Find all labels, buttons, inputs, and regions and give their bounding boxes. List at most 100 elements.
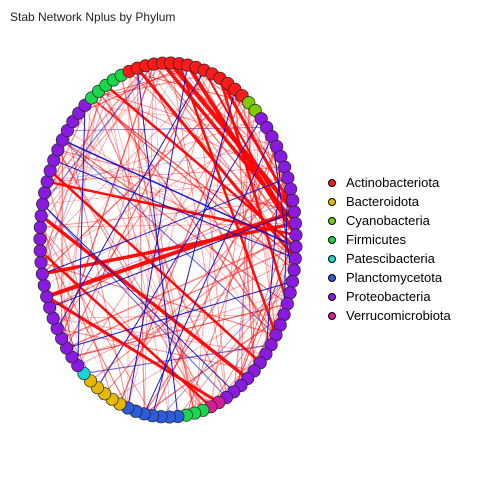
edge	[78, 112, 204, 411]
node	[278, 160, 292, 174]
edge	[66, 97, 93, 349]
legend-swatch	[328, 273, 336, 282]
edge	[53, 317, 267, 355]
node	[284, 182, 298, 196]
edge	[128, 71, 195, 414]
node	[33, 220, 47, 234]
edge	[143, 188, 292, 415]
edge	[57, 149, 212, 407]
legend-item: Bacteroidota	[326, 192, 451, 211]
edge	[127, 73, 213, 409]
legend-item: Verrucomicrobiota	[326, 306, 451, 325]
legend-label: Bacteroidota	[346, 194, 419, 209]
edge	[77, 258, 296, 366]
edge-negative	[42, 203, 235, 393]
legend-item: Cyanobacteria	[326, 211, 451, 230]
edge	[185, 146, 278, 416]
legend-item: Firmicutes	[326, 230, 451, 249]
node	[34, 209, 48, 223]
node	[288, 216, 302, 230]
edge	[56, 88, 236, 329]
legend-label: Planctomycetota	[346, 270, 443, 285]
legend-swatch	[328, 254, 336, 263]
edge-negative	[42, 177, 289, 275]
edge	[40, 62, 163, 216]
node	[285, 274, 299, 289]
edge-negative	[152, 89, 236, 416]
node	[36, 197, 50, 211]
edge	[62, 139, 277, 336]
edge	[67, 127, 267, 131]
node	[283, 286, 297, 300]
legend-label: Cyanobacteria	[346, 213, 430, 228]
edge-negative	[56, 69, 205, 329]
node	[281, 171, 295, 185]
edge-negative	[66, 281, 293, 349]
edge-positive	[42, 221, 296, 276]
node	[33, 232, 47, 246]
edge	[42, 203, 227, 398]
edge	[40, 73, 213, 251]
edge-negative	[96, 118, 262, 388]
node	[43, 300, 57, 315]
edge	[39, 238, 129, 409]
edge	[160, 269, 295, 417]
edge-negative	[49, 211, 295, 309]
edge-negative	[143, 136, 273, 415]
edge	[143, 314, 285, 415]
edge-positive	[105, 84, 297, 248]
edge	[57, 149, 295, 213]
edge	[111, 292, 291, 400]
edge-negative	[62, 139, 297, 248]
edge-negative	[136, 68, 179, 417]
edge	[66, 130, 129, 409]
edge	[128, 70, 297, 236]
edge-positive	[40, 214, 249, 380]
figure-title: Stab Network Nplus by Phylum	[10, 10, 176, 24]
legend-swatch	[328, 311, 336, 320]
node	[40, 290, 54, 304]
legend-label: Patescibacteria	[346, 251, 435, 266]
edge	[57, 328, 255, 372]
edge-positive	[203, 69, 297, 236]
legend-swatch	[328, 292, 336, 301]
edge-negative	[265, 156, 282, 355]
node	[38, 186, 52, 200]
edge	[105, 85, 195, 414]
legend-item: Planctomycetota	[326, 268, 451, 287]
node-layer	[33, 56, 303, 424]
legend-item: Actinobacteriota	[326, 173, 451, 192]
edge	[40, 227, 91, 381]
legend-item: Patescibacteria	[326, 249, 451, 268]
edge	[153, 63, 297, 236]
edge-positive	[178, 63, 278, 336]
node	[287, 263, 301, 277]
legend-swatch	[328, 235, 336, 244]
edge	[40, 85, 107, 263]
legend: Actinobacteriota Bacteroidota Cyanobacteri…	[326, 173, 451, 325]
edge	[46, 296, 137, 412]
legend-label: Firmicutes	[346, 232, 406, 247]
edge	[77, 63, 163, 366]
node	[288, 251, 302, 266]
edge-positive	[45, 295, 220, 404]
edge-negative	[77, 105, 86, 366]
edge	[143, 64, 155, 414]
legend-swatch	[328, 197, 336, 206]
edge	[47, 166, 285, 182]
legend-label: Verrucomicrobiota	[346, 308, 451, 323]
edge	[57, 149, 204, 411]
legend-item: Proteobacteria	[326, 287, 451, 306]
node	[286, 193, 300, 207]
node	[37, 278, 51, 292]
node	[35, 267, 49, 281]
edge	[248, 102, 255, 371]
node	[289, 228, 303, 242]
node	[34, 255, 48, 269]
edge	[61, 139, 63, 339]
edge	[66, 69, 205, 349]
edge	[91, 97, 295, 271]
legend-swatch	[328, 216, 336, 225]
legend-label: Proteobacteria	[346, 289, 431, 304]
